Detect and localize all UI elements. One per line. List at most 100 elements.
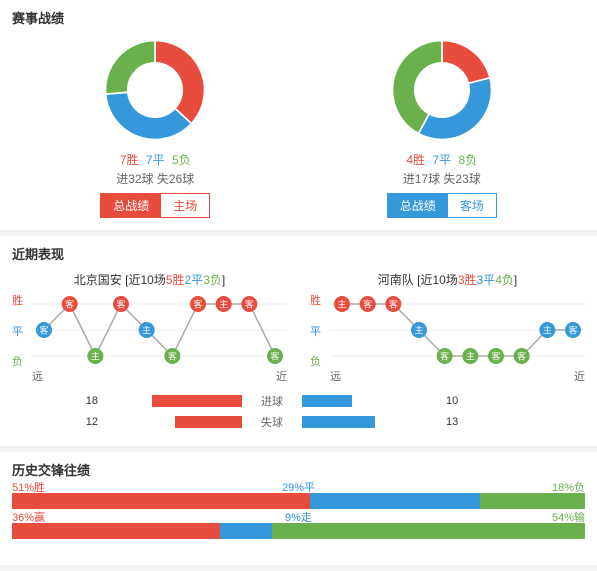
donut-row: 7胜 7平 5负 进32球 失26球 总战绩主场 4胜 7平 8负 进17球 失…: [12, 35, 585, 218]
home-tabs: 总战绩主场: [100, 193, 210, 218]
y-win: 胜: [12, 296, 23, 307]
home-goals: 进32球 失26球: [116, 170, 194, 187]
recent-left-col: 北京国安 [近10场5胜2平3负] 胜 平 负 客客主客主客客主客客 远 近: [12, 271, 287, 384]
panel-title: 赛事战绩: [12, 8, 585, 27]
summary-prefix: [近10场: [125, 273, 166, 287]
svg-text:客: 客: [491, 351, 500, 362]
svg-text:主: 主: [219, 299, 228, 310]
summary-suffix: ]: [222, 273, 225, 287]
h2h-draw-seg: [310, 493, 480, 509]
gc-label: 失球: [242, 414, 302, 430]
svg-text:客: 客: [245, 299, 254, 310]
x-far: 远: [32, 368, 43, 384]
h2h-bars: 51%胜29%平18%负 36%赢9%走54%输: [12, 493, 585, 539]
recent-right-col: 河南队 [近10场3胜3平4负] 胜 平 负 主客客主客主客客主客 远 近: [310, 271, 585, 384]
h2h-bar: [12, 523, 585, 539]
panel-title: 历史交锋往绩: [12, 460, 585, 479]
x-near: 近: [574, 368, 585, 384]
away-donut: [387, 35, 497, 145]
home-lose: 5负: [172, 153, 191, 167]
goals-row: 18 进球 10: [12, 392, 585, 410]
svg-text:客: 客: [168, 351, 177, 362]
svg-text:客: 客: [270, 351, 279, 362]
h2h-panel: 历史交锋往绩 51%胜29%平18%负 36%赢9%走54%输: [0, 452, 597, 565]
recent-right-header: 河南队 [近10场3胜3平4负]: [310, 271, 585, 288]
summary-win: 5胜: [166, 273, 185, 287]
h2h-lose-seg: [480, 493, 585, 509]
away-stats: 4胜 7平 8负: [404, 151, 479, 168]
recent-right-chart: 胜 平 负 主客客主客主客客主客 远 近: [310, 292, 585, 384]
panel-title: 近期表现: [12, 244, 585, 263]
y-lose: 负: [12, 357, 23, 368]
tab-total[interactable]: 总战绩: [101, 194, 161, 217]
svg-text:客: 客: [389, 299, 398, 310]
summary-suffix: ]: [514, 273, 517, 287]
h2h-win-seg: [12, 523, 220, 539]
h2h-lose-seg: [272, 523, 585, 539]
gc-right-val: 10: [442, 395, 532, 407]
svg-text:主: 主: [466, 351, 475, 362]
home-donut: [100, 35, 210, 145]
gc-left-bar: [102, 395, 242, 407]
away-col: 4胜 7平 8负 进17球 失23球 总战绩客场: [312, 35, 572, 218]
away-tabs: 总战绩客场: [387, 193, 497, 218]
h2h-bar: [12, 493, 585, 509]
goals-row: 12 失球 13: [12, 413, 585, 431]
x-far: 远: [330, 368, 341, 384]
svg-text:主: 主: [414, 325, 423, 336]
team-name: 北京国安: [74, 273, 122, 287]
summary-draw: 2平: [185, 273, 204, 287]
y-labels: 胜 平 负: [310, 296, 321, 368]
away-draw: 7平: [432, 153, 451, 167]
recent-left-chart: 胜 平 负 客客主客主客客主客客 远 近: [12, 292, 287, 384]
away-win: 4胜: [406, 153, 425, 167]
home-stats: 7胜 7平 5负: [118, 151, 193, 168]
recent-left-header: 北京国安 [近10场5胜2平3负]: [12, 271, 287, 288]
gc-right-val: 13: [442, 416, 532, 428]
y-lose: 负: [310, 357, 321, 368]
y-win: 胜: [310, 296, 321, 307]
goals-compare: 18 进球 10 12 失球 13: [12, 392, 585, 431]
gc-left-val: 18: [12, 395, 102, 407]
h2h-draw-seg: [220, 523, 272, 539]
svg-text:主: 主: [337, 299, 346, 310]
home-draw: 7平: [146, 153, 165, 167]
tab-venue[interactable]: 客场: [448, 194, 496, 217]
summary-lose: 3负: [203, 273, 222, 287]
home-win: 7胜: [120, 153, 139, 167]
recent-row: 北京国安 [近10场5胜2平3负] 胜 平 负 客客主客主客客主客客 远 近 河…: [12, 271, 585, 384]
svg-text:主: 主: [91, 351, 100, 362]
svg-text:客: 客: [39, 325, 48, 336]
summary-draw: 3平: [477, 273, 496, 287]
svg-text:客: 客: [193, 299, 202, 310]
svg-text:客: 客: [517, 351, 526, 362]
gc-label: 进球: [242, 393, 302, 409]
tab-total[interactable]: 总战绩: [388, 194, 448, 217]
gc-right-bar: [302, 416, 442, 428]
summary-win: 3胜: [458, 273, 477, 287]
svg-text:客: 客: [363, 299, 372, 310]
x-near: 近: [276, 368, 287, 384]
gc-left-bar: [102, 416, 242, 428]
svg-text:客: 客: [65, 299, 74, 310]
summary-prefix: [近10场: [417, 273, 458, 287]
summary-lose: 4负: [495, 273, 514, 287]
svg-text:客: 客: [116, 299, 125, 310]
y-draw: 平: [310, 327, 321, 338]
svg-text:主: 主: [543, 325, 552, 336]
away-lose: 8负: [458, 153, 477, 167]
h2h-win-seg: [12, 493, 310, 509]
y-draw: 平: [12, 327, 23, 338]
x-labels: 远 近: [32, 368, 287, 384]
home-col: 7胜 7平 5负 进32球 失26球 总战绩主场: [25, 35, 285, 218]
svg-text:客: 客: [440, 351, 449, 362]
tab-venue[interactable]: 主场: [161, 194, 209, 217]
y-labels: 胜 平 负: [12, 296, 23, 368]
svg-text:主: 主: [142, 325, 151, 336]
away-goals: 进17球 失23球: [403, 170, 481, 187]
gc-right-bar: [302, 395, 442, 407]
x-labels: 远 近: [330, 368, 585, 384]
match-record-panel: 赛事战绩 7胜 7平 5负 进32球 失26球 总战绩主场 4胜 7平 8负 进…: [0, 0, 597, 230]
svg-text:客: 客: [568, 325, 577, 336]
gc-left-val: 12: [12, 416, 102, 428]
